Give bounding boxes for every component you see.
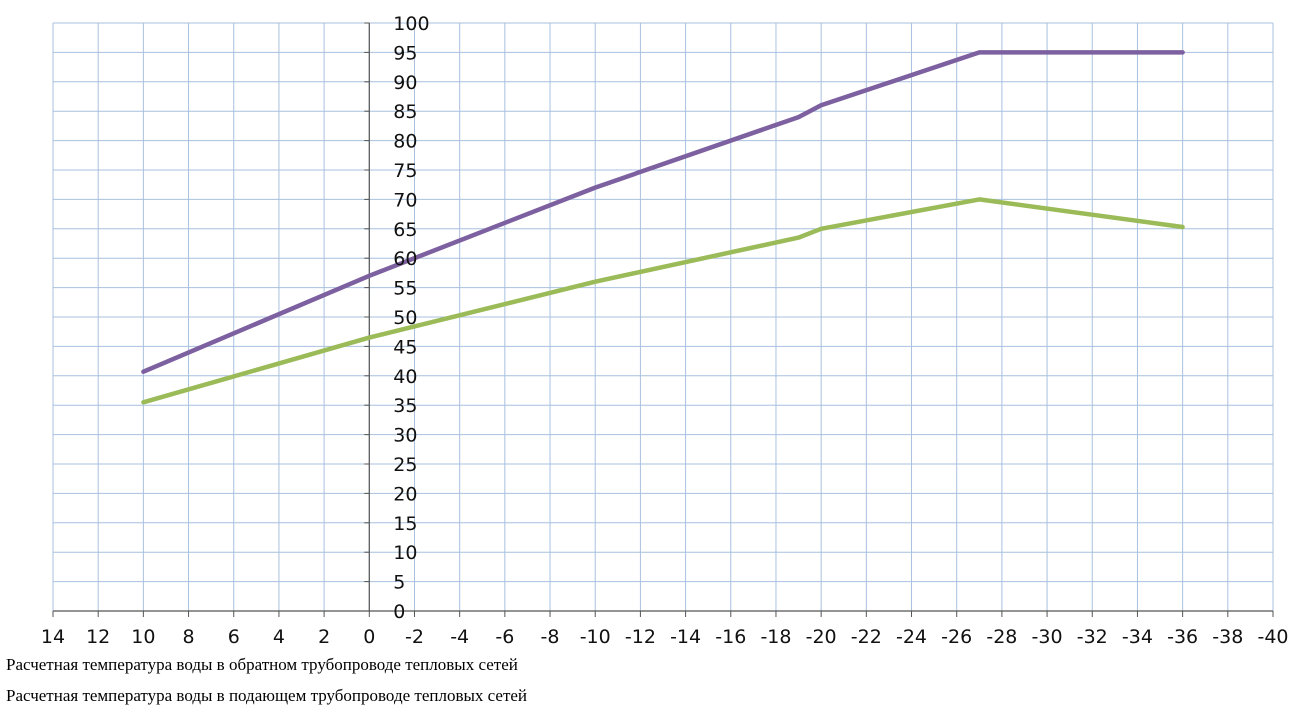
temperature-chart: 0510152025303540455055606570758085909510… [41, 13, 1289, 648]
y-tick-label: 25 [393, 454, 417, 476]
x-tick-label: 4 [273, 626, 285, 648]
x-tick-label: -14 [670, 626, 701, 648]
y-tick-label: 80 [393, 131, 417, 153]
x-tick-label: -28 [986, 626, 1017, 648]
x-tick-label: 10 [131, 626, 155, 648]
axes [52, 22, 1274, 617]
x-tick-label: -4 [450, 626, 469, 648]
series-line-2 [141, 197, 1185, 405]
y-tick-label: 70 [393, 189, 417, 211]
legend-caption-return: Расчетная температура воды в обратном тр… [6, 655, 518, 674]
x-tick-label: -2 [405, 626, 424, 648]
y-tick-label: 100 [393, 13, 429, 35]
x-tick-label: 6 [228, 626, 240, 648]
x-tick-label: 0 [363, 626, 375, 648]
y-tick-label: 45 [393, 336, 417, 358]
x-tick-label: -26 [941, 626, 972, 648]
x-tick-label: -38 [1212, 626, 1243, 648]
y-tick-label: 20 [393, 483, 417, 505]
y-tick-label: 65 [393, 219, 417, 241]
y-tick-label: 40 [393, 366, 417, 388]
y-tick-label: 0 [393, 601, 405, 623]
y-tick-label: 85 [393, 101, 417, 123]
x-tick-label: -40 [1257, 626, 1288, 648]
x-tick-label: -12 [625, 626, 656, 648]
tick-labels: 0510152025303540455055606570758085909510… [41, 13, 1289, 648]
x-tick-label: 12 [86, 626, 110, 648]
x-tick-label: -10 [580, 626, 611, 648]
x-tick-label: -32 [1077, 626, 1108, 648]
x-tick-label: -8 [541, 626, 560, 648]
y-tick-label: 55 [393, 278, 417, 300]
x-tick-label: 14 [41, 626, 65, 648]
y-tick-label: 60 [393, 248, 417, 270]
series-line-1 [141, 50, 1185, 374]
x-tick-label: -18 [760, 626, 791, 648]
series-lines [141, 50, 1185, 405]
y-tick-label: 10 [393, 542, 417, 564]
x-tick-label: -6 [495, 626, 514, 648]
x-tick-label: -22 [851, 626, 882, 648]
y-tick-label: 15 [393, 513, 417, 535]
grid-lines [52, 22, 1274, 612]
x-tick-label: 2 [318, 626, 330, 648]
x-tick-label: 8 [183, 626, 195, 648]
x-tick-label: -34 [1122, 626, 1153, 648]
y-tick-label: 5 [393, 572, 405, 594]
y-tick-label: 35 [393, 395, 417, 417]
x-tick-label: -16 [715, 626, 746, 648]
x-tick-label: -30 [1032, 626, 1063, 648]
x-tick-label: -20 [806, 626, 837, 648]
y-tick-label: 50 [393, 307, 417, 329]
y-tick-label: 90 [393, 72, 417, 94]
legend-caption-supply: Расчетная температура воды в подающем тр… [6, 686, 528, 705]
y-tick-label: 95 [393, 42, 417, 64]
x-tick-label: -36 [1167, 626, 1198, 648]
y-tick-label: 75 [393, 160, 417, 182]
x-tick-label: -24 [896, 626, 927, 648]
y-tick-label: 30 [393, 425, 417, 447]
